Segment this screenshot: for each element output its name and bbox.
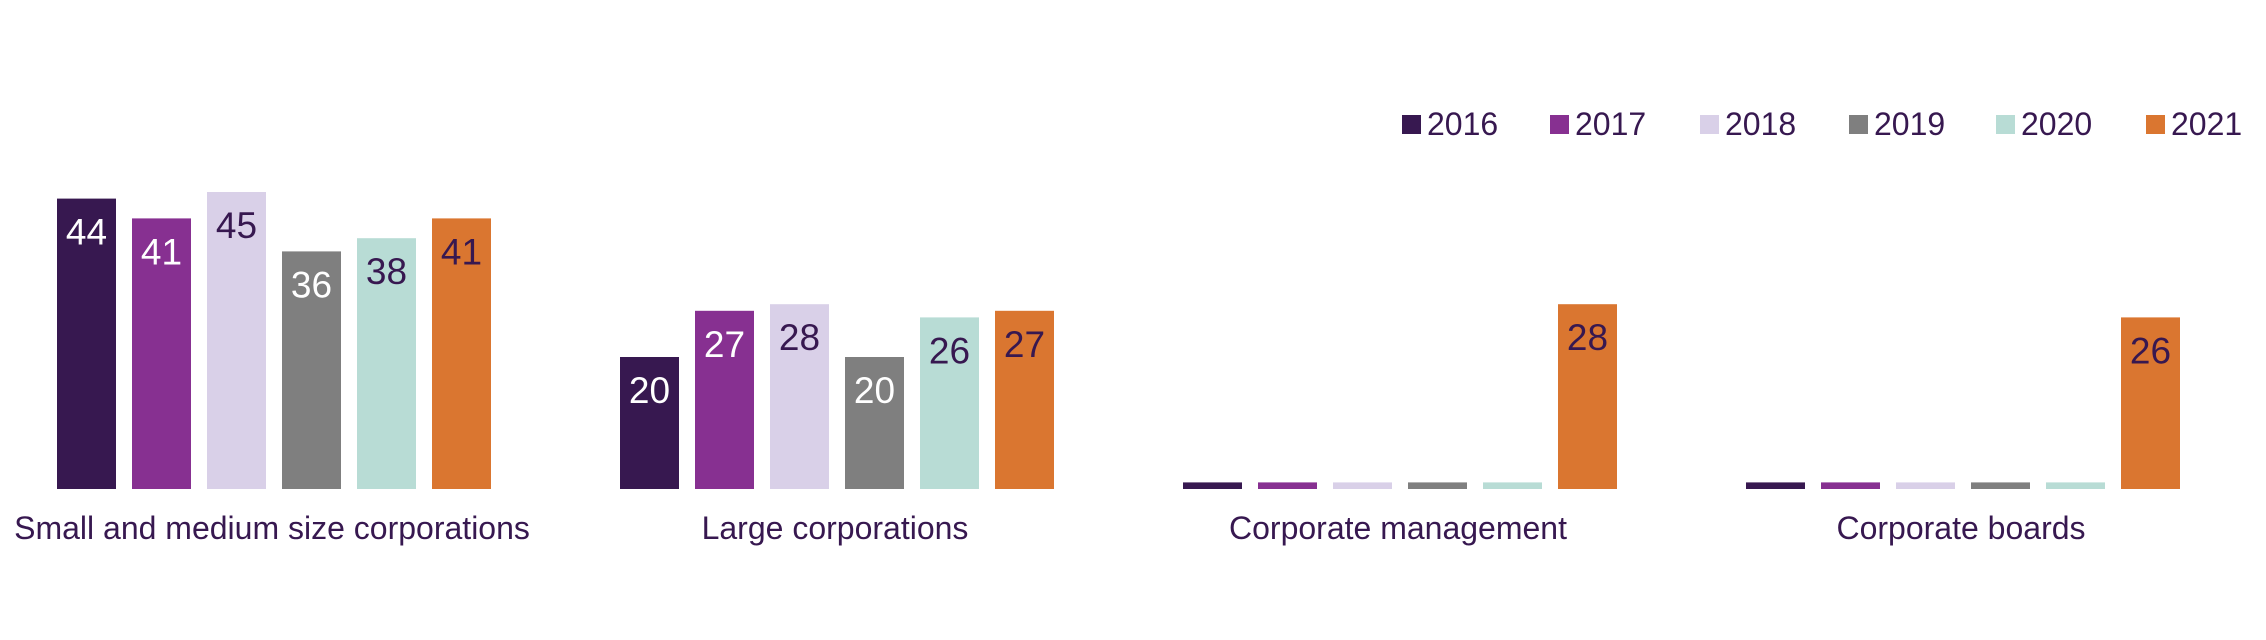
data-label-2021-3: 28 <box>1567 317 1608 358</box>
bar-2018-2 <box>770 304 829 489</box>
data-label-2021-1: 41 <box>441 231 482 272</box>
category-label-2: Large corporations <box>702 510 969 546</box>
data-label-2016-2: 20 <box>629 370 670 411</box>
bar-2021-1 <box>432 218 491 489</box>
data-labels: 44 20 41 27 45 28 36 20 38 26 41 27 28 26 <box>66 205 2171 411</box>
bar-2017-3 <box>1258 482 1317 489</box>
bar-2020-1 <box>357 238 416 489</box>
plot-area <box>57 192 2180 489</box>
data-label-2019-1: 36 <box>291 264 332 305</box>
legend: 2016 2017 2018 2019 2020 2021 <box>1402 106 2242 142</box>
bar-2020-3 <box>1483 482 1542 489</box>
data-label-2018-2: 28 <box>779 317 820 358</box>
legend-label-2017: 2017 <box>1575 106 1646 142</box>
legend-item-2016: 2016 <box>1402 106 1498 142</box>
data-label-2017-2: 27 <box>704 324 745 365</box>
legend-swatch-2017 <box>1550 115 1569 134</box>
bar-2020-2 <box>920 317 979 489</box>
bar-2018-3 <box>1333 482 1392 489</box>
x-axis: Small and medium size corporations Large … <box>14 510 2085 546</box>
data-label-2020-2: 26 <box>929 330 970 371</box>
bar-2020-4 <box>2046 482 2105 489</box>
bar-2019-3 <box>1408 482 1467 489</box>
data-label-2021-2: 27 <box>1004 324 1045 365</box>
data-label-2018-1: 45 <box>216 205 257 246</box>
legend-label-2020: 2020 <box>2021 106 2092 142</box>
legend-swatch-2021 <box>2146 115 2165 134</box>
legend-swatch-2019 <box>1849 115 1868 134</box>
bar-2019-1 <box>282 251 341 489</box>
legend-swatch-2016 <box>1402 115 1421 134</box>
category-label-3: Corporate management <box>1229 510 1567 546</box>
bar-2016-4 <box>1746 482 1805 489</box>
data-label-2016-1: 44 <box>66 212 107 253</box>
bar-2017-4 <box>1821 482 1880 489</box>
legend-item-2017: 2017 <box>1550 106 1646 142</box>
bar-2019-2 <box>845 357 904 489</box>
bar-2018-4 <box>1896 482 1955 489</box>
bar-2021-2 <box>995 310 1054 489</box>
bar-2017-2 <box>695 310 754 489</box>
data-label-2019-2: 20 <box>854 370 895 411</box>
legend-item-2019: 2019 <box>1849 106 1945 142</box>
category-label-4: Corporate boards <box>1836 510 2085 546</box>
bar-2021-4 <box>2121 317 2180 489</box>
legend-label-2018: 2018 <box>1725 106 1796 142</box>
bar-2017-1 <box>132 218 191 489</box>
bar-2016-1 <box>57 198 116 489</box>
legend-label-2021: 2021 <box>2171 106 2242 142</box>
legend-item-2020: 2020 <box>1996 106 2092 142</box>
legend-swatch-2018 <box>1700 115 1719 134</box>
legend-item-2018: 2018 <box>1700 106 1796 142</box>
bar-2016-3 <box>1183 482 1242 489</box>
legend-swatch-2020 <box>1996 115 2015 134</box>
data-label-2021-4: 26 <box>2130 330 2171 371</box>
data-label-2020-1: 38 <box>366 251 407 292</box>
bar-2016-2 <box>620 357 679 489</box>
bar-2018-1 <box>207 192 266 489</box>
category-label-1: Small and medium size corporations <box>14 510 530 546</box>
bar-2021-3 <box>1558 304 1617 489</box>
legend-label-2016: 2016 <box>1427 106 1498 142</box>
bar-2019-4 <box>1971 482 2030 489</box>
legend-item-2021: 2021 <box>2146 106 2242 142</box>
legend-label-2019: 2019 <box>1874 106 1945 142</box>
data-label-2017-1: 41 <box>141 231 182 272</box>
